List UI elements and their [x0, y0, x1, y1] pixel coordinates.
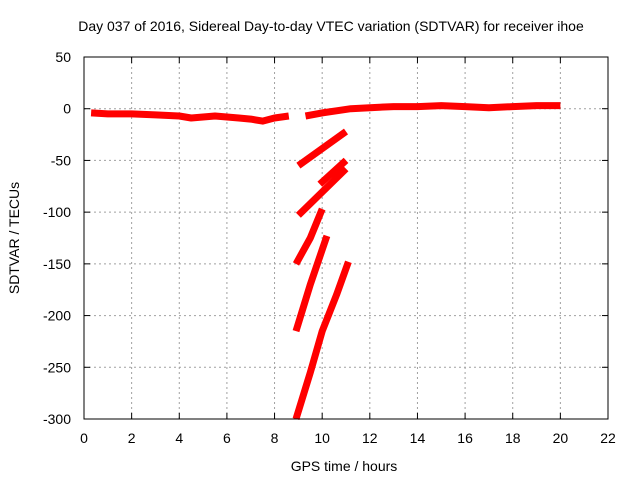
ticks: 0 2 4 6 8 10 12 14 16 18 20 22 50 0 -50 -100 -150 -200 -25… [43, 49, 616, 446]
x-tick-label: 16 [457, 430, 473, 446]
x-tick-label: 0 [80, 430, 88, 446]
y-tick-label: -150 [43, 256, 71, 272]
series-arc-5 [292, 234, 331, 333]
y-tick-label: -300 [43, 411, 71, 427]
x-tick-label: 20 [553, 430, 569, 446]
x-tick-label: 22 [600, 430, 616, 446]
x-tick-label: 2 [128, 430, 136, 446]
chart-title: Day 037 of 2016, Sidereal Day-to-day VTE… [78, 18, 584, 34]
x-tick-label: 4 [175, 430, 183, 446]
series-main-post [304, 102, 561, 120]
x-tick-label: 8 [271, 430, 279, 446]
y-tick-label: -200 [43, 308, 71, 324]
y-tick-label: 50 [55, 49, 71, 65]
series-layer [90, 102, 561, 421]
plot-frame [83, 56, 609, 420]
x-tick-label: 14 [410, 430, 426, 446]
y-tick-label: -100 [43, 204, 71, 220]
series-arc-2 [317, 157, 349, 187]
y-tick-label: -50 [51, 152, 71, 168]
series-arc-3 [295, 166, 349, 218]
y-tick-label: 0 [63, 101, 71, 117]
series-arc-6 [292, 260, 352, 421]
y-tick-label: -250 [43, 359, 71, 375]
x-axis-label: GPS time / hours [291, 458, 398, 474]
series-arc-4 [292, 207, 326, 266]
y-axis-label: SDTVAR / TECUs [6, 182, 22, 294]
x-tick-label: 18 [505, 430, 521, 446]
x-tick-label: 12 [362, 430, 378, 446]
series-main-pre [90, 109, 290, 125]
x-tick-label: 10 [314, 430, 330, 446]
x-tick-label: 6 [223, 430, 231, 446]
series-arc-1 [296, 128, 349, 169]
